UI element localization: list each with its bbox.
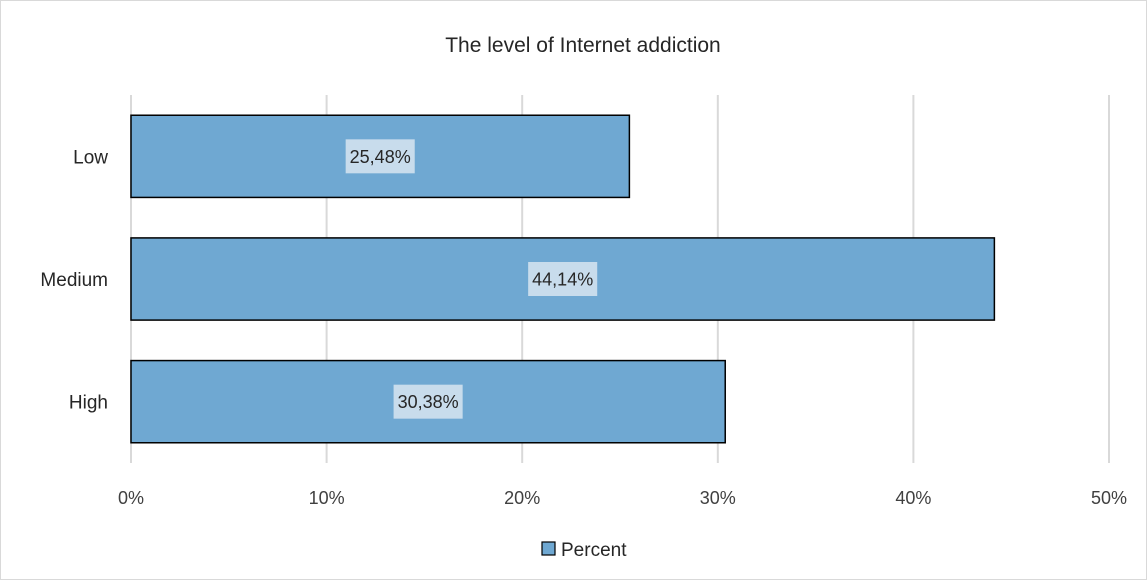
category-labels: Low Medium High [40,147,108,413]
category-label-low: Low [73,147,108,168]
x-tick-label-2: 20% [504,488,540,508]
data-label-high: 30,38% [393,384,463,419]
data-label-bg-medium [528,262,598,296]
legend: Percent [541,540,627,561]
category-label-high: High [69,393,108,414]
category-label-medium: Medium [40,270,108,291]
data-label-bg-high [393,384,463,419]
bars: 25,48% 44,14% 30,38% [130,114,996,444]
x-tick-label-5: 50% [1091,488,1127,508]
legend-label-percent: Percent [561,540,627,561]
bar-low [130,114,631,199]
x-tick-label-0: 0% [118,488,144,508]
data-label-text-high: 30,38% [398,392,459,412]
data-label-text-medium: 44,14% [532,270,593,290]
bar-high [130,359,726,444]
x-tick-label-3: 30% [700,488,736,508]
x-tick-label-1: 10% [309,488,345,508]
x-tick-label-4: 40% [895,488,931,508]
data-label-low: 25,48% [345,139,415,174]
data-label-medium: 44,14% [528,262,598,296]
data-label-text-low: 25,48% [350,147,411,167]
data-label-bg-low [345,139,415,174]
chart-title: The level of Internet addiction [445,34,721,57]
x-axis-tick-labels: 0% 10% 20% 30% 40% 50% [118,488,1127,508]
legend-swatch-percent [541,541,556,556]
